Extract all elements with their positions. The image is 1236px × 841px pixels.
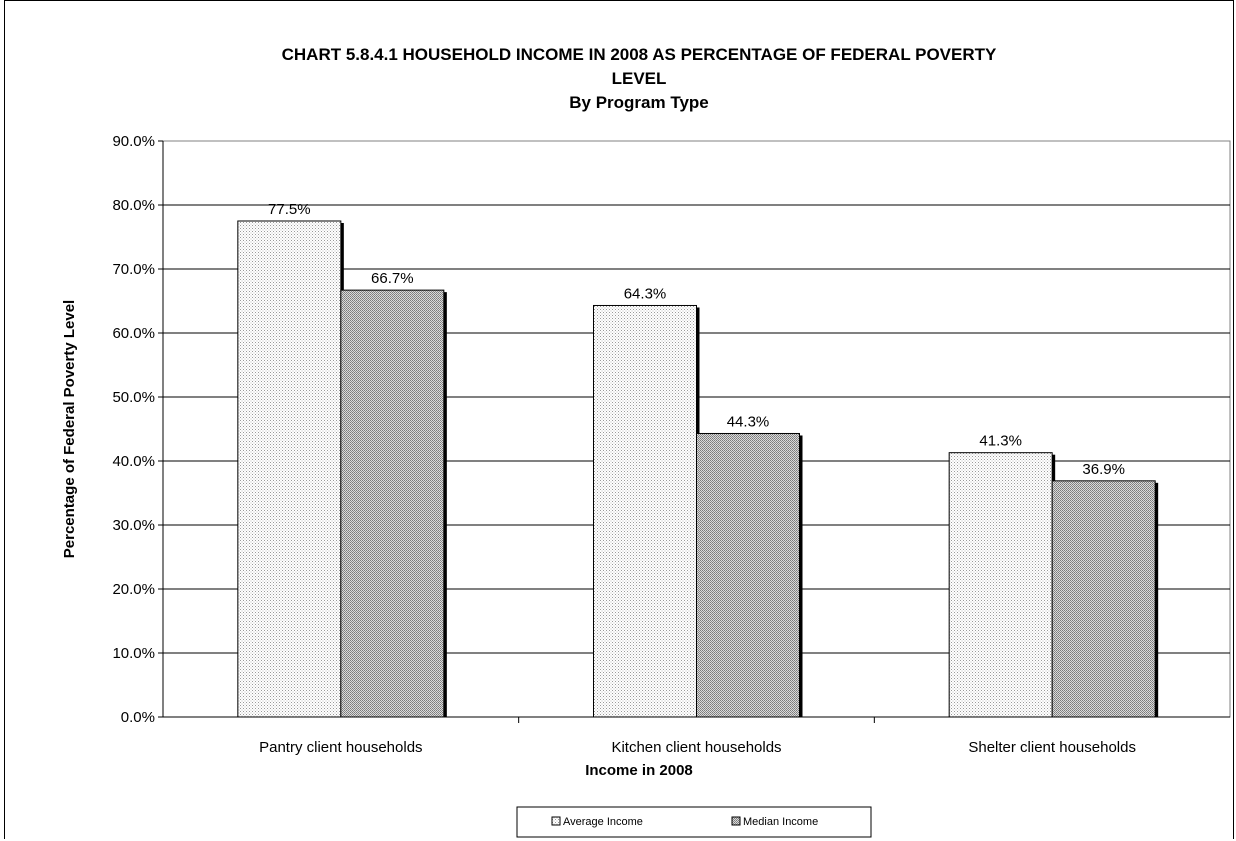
- data-label: 41.3%: [979, 433, 1022, 450]
- bar: [696, 432, 800, 718]
- y-axis-title: Percentage of Federal Poverty Level: [61, 300, 78, 558]
- legend-box: [516, 806, 872, 838]
- bar: [948, 452, 1053, 718]
- y-tick-label: 70.0%: [112, 261, 155, 278]
- data-labels: 77.5% 66.7% 64.3% 44.3% 41.3% 36.9%: [268, 201, 1125, 478]
- y-tick-label: 50.0%: [112, 389, 155, 406]
- y-tick-label: 40.0%: [112, 453, 155, 470]
- legend-swatch-median-income: [731, 816, 741, 826]
- data-label: 36.9%: [1082, 461, 1125, 478]
- y-tick-label: 60.0%: [112, 325, 155, 342]
- x-axis-title: Income in 2008: [585, 762, 693, 779]
- x-axis-categories: Pantry client households Kitchen client h…: [259, 717, 1136, 756]
- x-category-label: Pantry client households: [259, 739, 422, 756]
- chart-title-line-1: CHART 5.8.4.1 HOUSEHOLD INCOME IN 2008 A…: [282, 45, 997, 64]
- y-tick-label: 10.0%: [112, 645, 155, 662]
- chart-frame: [4, 0, 1234, 839]
- y-tick-label: 0.0%: [121, 709, 155, 726]
- bar: [1051, 480, 1156, 718]
- y-axis-ticks: 0.0% 10.0% 20.0% 30.0% 40.0% 50.0% 60.0% 70.0% 8…: [112, 133, 163, 726]
- y-tick-label: 80.0%: [112, 197, 155, 214]
- x-category-label: Shelter client households: [968, 739, 1136, 756]
- legend-label-median-income: Median Income: [743, 816, 818, 828]
- y-tick-label: 90.0%: [112, 133, 155, 150]
- bar: [237, 220, 342, 718]
- legend-label-average-income: Average Income: [563, 816, 643, 828]
- bar: [340, 289, 445, 718]
- data-label: 64.3%: [624, 285, 667, 302]
- bar: [593, 304, 697, 718]
- x-category-label: Kitchen client households: [611, 739, 781, 756]
- data-label: 44.3%: [727, 413, 770, 430]
- y-tick-label: 30.0%: [112, 517, 155, 534]
- chart-subtitle: By Program Type: [569, 93, 709, 112]
- y-tick-label: 20.0%: [112, 581, 155, 598]
- legend: Average Income Median Income: [516, 806, 872, 838]
- legend-swatch-average-income: [551, 816, 561, 826]
- chart-title-line-2: LEVEL: [612, 69, 667, 88]
- data-label: 66.7%: [371, 270, 414, 287]
- bars: [237, 220, 1159, 718]
- data-label: 77.5%: [268, 201, 311, 218]
